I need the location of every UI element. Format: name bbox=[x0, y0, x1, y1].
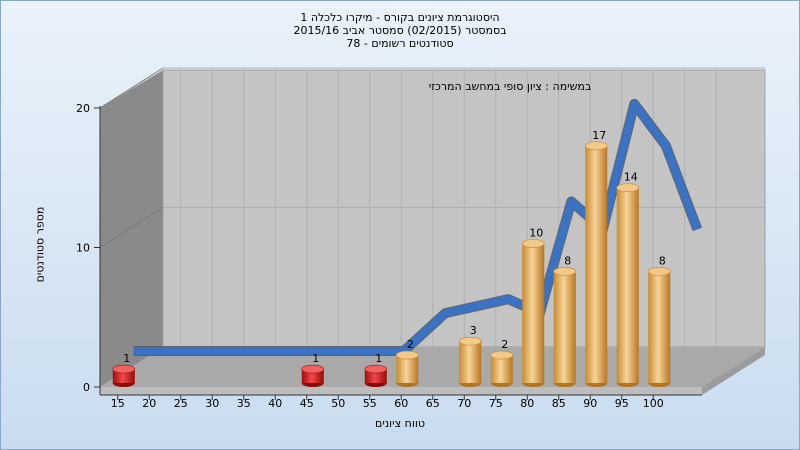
x-tick-label: 60 bbox=[394, 397, 408, 410]
y-tick-label: 10 bbox=[76, 242, 90, 255]
bar-top bbox=[553, 267, 577, 276]
bar-value-label: 14 bbox=[624, 171, 638, 184]
x-tick-label: 45 bbox=[300, 397, 314, 410]
bar-value-label: 8 bbox=[659, 254, 666, 267]
bar-body bbox=[553, 271, 576, 383]
bar-body bbox=[459, 341, 482, 383]
floor-front bbox=[100, 387, 702, 395]
bar-body bbox=[522, 243, 545, 383]
bar-body bbox=[585, 145, 608, 383]
trend-ribbon bbox=[133, 98, 703, 356]
x-tick-label: 90 bbox=[583, 397, 597, 410]
bar-top bbox=[112, 364, 136, 374]
chart-semester: בסמסטר (02/2015) סמסטר אביב 2015/16 bbox=[293, 24, 507, 37]
bar-body bbox=[616, 187, 639, 383]
gridline-left bbox=[99, 207, 164, 248]
bar: 3 bbox=[458, 324, 482, 387]
bar-value-label: 17 bbox=[592, 129, 606, 142]
x-axis: 15 20 25 30 35 40 45 50 55 60 65 70 75 80 85 90 95 100 bbox=[100, 394, 702, 410]
bar-body bbox=[648, 271, 671, 383]
bar: 8 bbox=[553, 254, 577, 387]
y-tick-label: 20 bbox=[76, 102, 90, 115]
x-tick-label: 55 bbox=[363, 397, 377, 410]
chart-subtitle: במשימה : ציון סופי במחשב המרכזי bbox=[428, 80, 592, 93]
x-tick-label: 70 bbox=[457, 397, 471, 410]
y-tick-label: 0 bbox=[83, 381, 90, 394]
bar-value-label: 3 bbox=[470, 324, 477, 337]
bar-value-label: 8 bbox=[564, 254, 571, 267]
x-tick-label: 85 bbox=[552, 397, 566, 410]
bar-value-label: 1 bbox=[375, 352, 382, 365]
bar-top bbox=[301, 364, 325, 374]
bar: 14 bbox=[616, 171, 640, 387]
trend-ribbon-line bbox=[133, 99, 702, 355]
bar-value-label: 2 bbox=[501, 338, 508, 351]
bar: 8 bbox=[647, 254, 671, 387]
x-tick-label: 40 bbox=[268, 397, 282, 410]
bar-value-label: 1 bbox=[123, 352, 130, 365]
bar: 17 bbox=[584, 129, 608, 387]
chart-title: היסטוגרמת ציונים בקורס - מיקרו כלכלה 1 bbox=[300, 11, 500, 24]
bar-value-label: 2 bbox=[407, 338, 414, 351]
bar: 1 bbox=[364, 352, 388, 387]
bar-top bbox=[364, 364, 388, 374]
gridline-left bbox=[99, 67, 164, 109]
bar-body bbox=[490, 355, 513, 383]
right-edge bbox=[702, 347, 765, 395]
bar-top bbox=[647, 267, 671, 276]
bar-top bbox=[395, 350, 419, 360]
bars: 1 1 1 2 3 2 10 8 17 14 8 bbox=[112, 129, 671, 387]
x-tick-label: 35 bbox=[237, 397, 251, 410]
bar: 1 bbox=[112, 352, 136, 387]
x-tick-label: 15 bbox=[111, 397, 125, 410]
y-axis: 0 10 20 bbox=[76, 102, 101, 395]
x-tick-label: 75 bbox=[489, 397, 503, 410]
x-tick-label: 95 bbox=[615, 397, 629, 410]
bar-top bbox=[616, 183, 640, 192]
x-tick-label: 20 bbox=[142, 397, 156, 410]
bar-top bbox=[458, 336, 482, 346]
x-tick-label: 80 bbox=[520, 397, 534, 410]
bar-body bbox=[396, 355, 419, 383]
x-tick-label: 50 bbox=[331, 397, 345, 410]
x-tick-label: 100 bbox=[643, 397, 664, 410]
chart-registered: סטודנטים רשומים - 78 bbox=[346, 37, 454, 50]
left-wall bbox=[100, 70, 163, 387]
y-axis-label: מספר סטודנטים bbox=[33, 206, 47, 283]
bar-value-label: 1 bbox=[312, 352, 319, 365]
x-axis-label: טווח ציונים bbox=[375, 417, 425, 430]
bar: 1 bbox=[301, 352, 325, 387]
bar-top bbox=[490, 350, 514, 360]
x-tick-label: 65 bbox=[426, 397, 440, 410]
bar: 2 bbox=[395, 338, 419, 387]
bar: 10 bbox=[521, 227, 545, 387]
x-tick-label: 25 bbox=[174, 397, 188, 410]
x-tick-label: 30 bbox=[205, 397, 219, 410]
bar-top bbox=[521, 239, 545, 248]
bar-value-label: 10 bbox=[529, 227, 543, 240]
bar: 2 bbox=[490, 338, 514, 387]
bar-top bbox=[584, 141, 608, 151]
